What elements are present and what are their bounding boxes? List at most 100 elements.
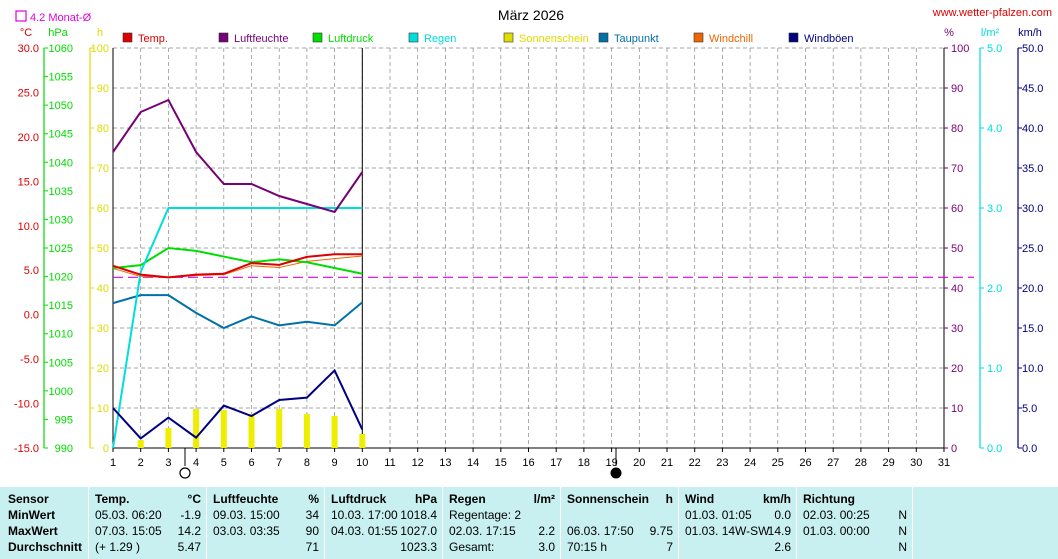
sun-max-time: 06.03. 17:50 (567, 524, 634, 538)
day-tick: 21 (661, 457, 673, 469)
pressure-tick: 990 (55, 443, 73, 455)
sunshine-bar (359, 434, 366, 448)
wind-unit: km/h (762, 492, 791, 506)
humidity-tick: 30 (951, 323, 963, 335)
legend-label: Luftfeuchte (234, 33, 288, 45)
temp-unit: °C (187, 492, 201, 506)
wind-tick: 30.0 (1022, 203, 1043, 215)
legend-label: Windchill (709, 33, 753, 45)
sunshine-bar (331, 416, 338, 448)
wind-tick: 0.0 (1022, 443, 1037, 455)
direction-min-time: 02.03. 00:25 (803, 508, 870, 522)
humidity-head: Luftfeuchte (213, 492, 279, 506)
rain-tick: 2.0 (987, 283, 1002, 295)
legend-label: Regen (424, 33, 456, 45)
unit-wind-label: km/h (1018, 27, 1042, 39)
day-tick: 4 (193, 457, 199, 469)
sunshine-bar (193, 409, 200, 448)
stats-col-wind: Wind km/h 01.03. 01:05 0.0 01.03. 14W-SW… (678, 487, 797, 559)
temp-min-time: 05.03. 06:20 (95, 508, 162, 522)
day-tick: 26 (799, 457, 811, 469)
weather-chart: März 2026 www.wetter-pfalzen.com 4.2 Mon… (14, 7, 1052, 479)
rain-head: Regen (449, 492, 486, 506)
wind-tick: 50.0 (1022, 43, 1043, 55)
temp-tick: 0.0 (24, 310, 39, 322)
unit-humidity-label: % (944, 27, 954, 39)
day-tick: 30 (910, 457, 922, 469)
legend-swatch (598, 32, 609, 43)
wind-tick: 25.0 (1022, 243, 1043, 255)
legend-swatch (788, 32, 799, 43)
direction-max-val: N (898, 524, 907, 538)
stats-label-avg: Durchschnitt (8, 540, 83, 554)
hours-tick: 90 (97, 83, 109, 95)
wind-min-time: 01.03. 01:05 (685, 508, 752, 522)
day-tick: 20 (633, 457, 645, 469)
day-tick: 7 (276, 457, 282, 469)
day-tick: 18 (578, 457, 590, 469)
pressure-head: Luftdruck (331, 492, 387, 506)
temp-max-val: 14.2 (177, 524, 201, 538)
pressure-tick: 1055 (49, 72, 73, 84)
unit-rain-label: l/m² (981, 27, 1000, 39)
legend-label: Taupunkt (614, 33, 659, 45)
hours-tick: 40 (97, 283, 109, 295)
sun-max-val: 9.75 (649, 524, 673, 538)
day-tick: 25 (772, 457, 784, 469)
rain-total-label: Gesamt: (449, 540, 495, 554)
stats-label-sensor: Sensor (8, 492, 49, 506)
site-link[interactable]: www.wetter-pfalzen.com (932, 7, 1052, 19)
month-avg-label: 4.2 Monat-Ø (30, 12, 92, 24)
stats-label-max: MaxWert (8, 524, 58, 538)
pressure-tick: 1030 (49, 214, 73, 226)
pressure-tick: 1005 (49, 357, 73, 369)
day-tick: 19 (605, 457, 617, 469)
pressure-min-time: 10.03. 17:00 (331, 508, 398, 522)
temp-tick: 25.0 (18, 87, 39, 99)
temp-tick: 5.0 (24, 265, 39, 277)
day-tick: 13 (439, 457, 451, 469)
rain-max-val: 2.2 (538, 524, 555, 538)
full-moon-icon (179, 467, 191, 479)
wind-tick: 45.0 (1022, 83, 1043, 95)
legend-label: Temp. (138, 33, 168, 45)
pressure-tick: 1000 (49, 386, 73, 398)
stats-col-rain: Regen l/m² Regentage: 2 02.03. 17:15 2.2… (442, 487, 561, 559)
legend: Temp. Luftfeuchte Luftdruck Regen Sonnensche… (122, 32, 854, 45)
rain-max-time: 02.03. 17:15 (449, 524, 516, 538)
wind-min-val: 0.0 (774, 508, 791, 522)
chart-title: März 2026 (498, 7, 564, 23)
pressure-tick: 995 (55, 414, 73, 426)
sunshine-bar (165, 428, 172, 448)
temp-tick: -5.0 (20, 354, 39, 366)
new-moon-icon (610, 467, 622, 479)
direction-min-val: N (898, 508, 907, 522)
pressure-max-time: 04.03. 01:55 (331, 524, 398, 538)
hours-tick: 0 (103, 443, 109, 455)
day-tick: 5 (221, 457, 227, 469)
temp-tick: 30.0 (18, 43, 39, 55)
direction-max-time: 01.03. 00:00 (803, 524, 870, 538)
day-tick: 3 (165, 457, 171, 469)
rain-days: Regentage: 2 (449, 508, 522, 522)
stats-label-min: MinWert (8, 508, 56, 522)
pressure-tick: 1015 (49, 300, 73, 312)
humidity-min-val: 34 (305, 508, 319, 522)
humidity-tick: 0 (951, 443, 957, 455)
day-tick: 10 (356, 457, 368, 469)
stats-col-empty (912, 487, 1058, 559)
legend-swatch (693, 32, 704, 43)
wind-avg-val: 2.6 (774, 540, 791, 554)
humidity-tick: 20 (951, 363, 963, 375)
day-tick: 14 (467, 457, 479, 469)
rain-tick: 5.0 (987, 43, 1002, 55)
grid (112, 47, 945, 449)
sunshine-bar (220, 410, 227, 448)
series-line-windb-en (112, 368, 364, 440)
humidity-avg-val: 71 (305, 540, 319, 554)
direction-head: Richtung (803, 492, 855, 506)
rain-tick: 4.0 (987, 123, 1002, 135)
sun-unit: h (665, 492, 673, 506)
rain-tick: 0.0 (987, 443, 1002, 455)
temp-tick: 20.0 (18, 132, 39, 144)
